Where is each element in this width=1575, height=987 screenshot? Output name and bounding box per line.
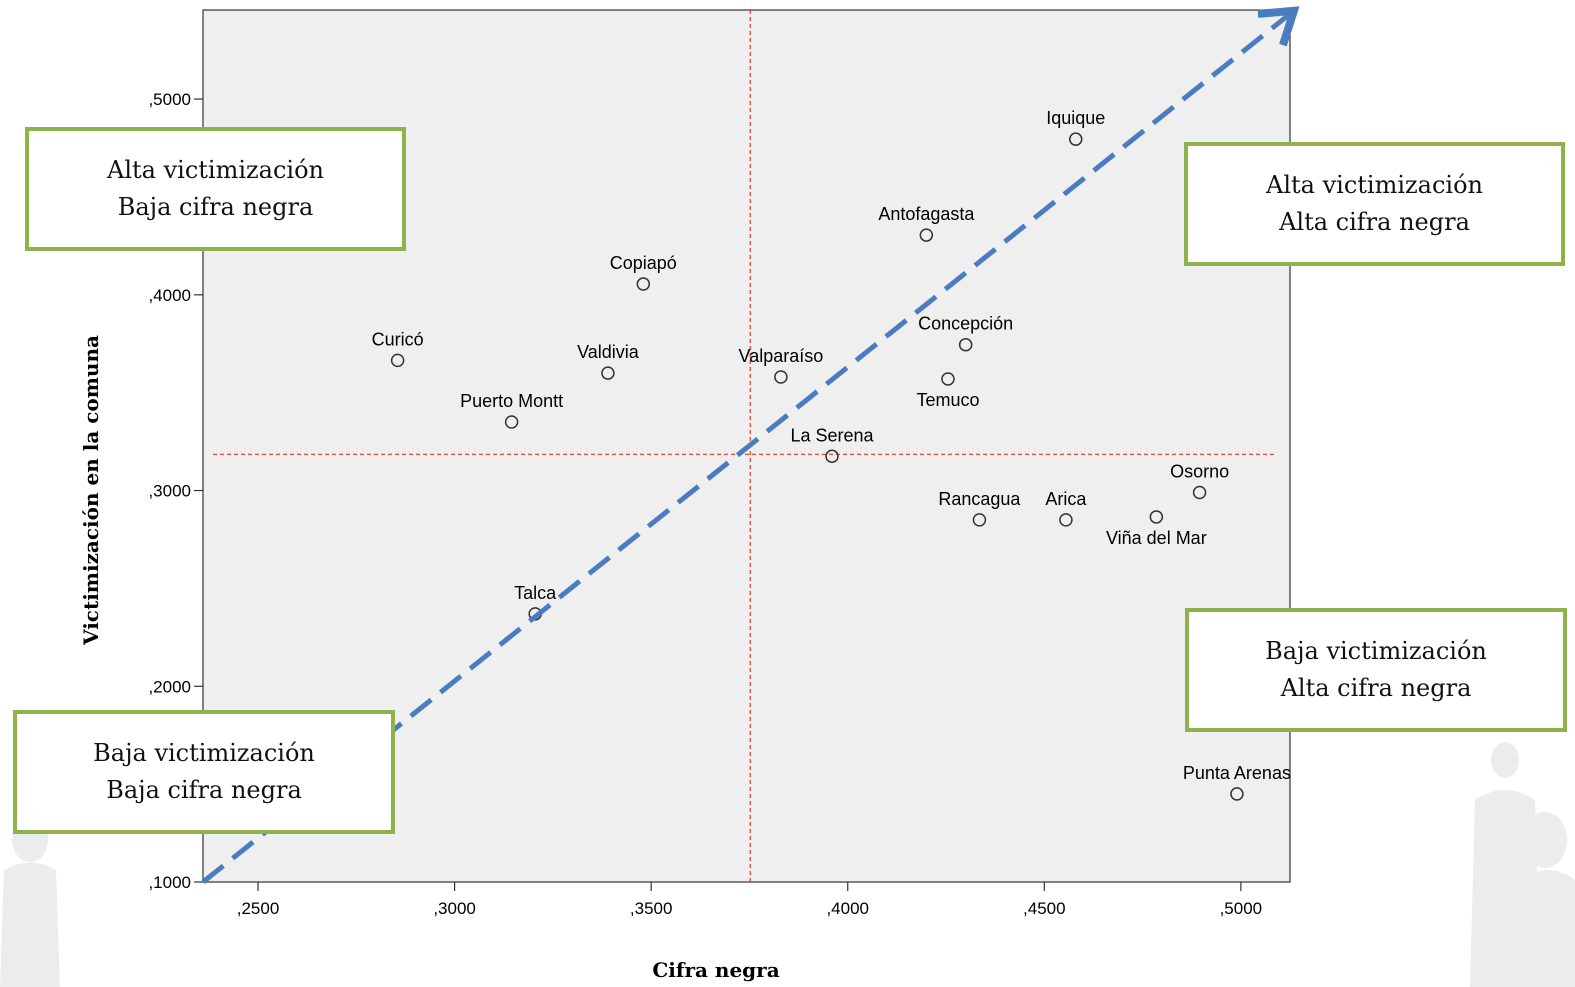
point-label: Arica — [1045, 489, 1087, 509]
point-label: Valparaíso — [739, 346, 824, 366]
x-tick-label: ,3500 — [630, 899, 673, 918]
data-point — [919, 228, 934, 242]
x-tick-label: ,4000 — [826, 899, 869, 918]
quadrant-line2: Alta cifra negra — [1279, 208, 1470, 236]
quadrant-box-bottom-right: Baja victimización Alta cifra negra — [1185, 608, 1567, 732]
point-label: Osorno — [1170, 461, 1229, 481]
point-label: La Serena — [790, 425, 874, 445]
point-label: Concepción — [918, 314, 1013, 334]
point-label: Talca — [514, 583, 557, 603]
point-label: Viña del Mar — [1106, 528, 1207, 548]
quadrant-line2: Alta cifra negra — [1280, 674, 1472, 702]
data-points: Iquique Antofagasta Copiapó Concepción Curic… — [372, 108, 1291, 801]
axis-ticks: ,1000 ,2000 ,3000 ,4000 ,5000 ,2500 ,3000 ,3500… — [148, 90, 1262, 918]
y-tick-label: ,4000 — [148, 286, 191, 305]
quadrant-box-top-left: Alta victimización Baja cifra negra — [25, 127, 406, 251]
quadrant-line2: Baja cifra negra — [117, 193, 314, 221]
point-label: Copiapó — [610, 253, 677, 273]
quadrant-line1: Baja victimización — [1265, 637, 1487, 665]
x-tick-label: ,3000 — [433, 899, 476, 918]
x-tick-label: ,5000 — [1220, 899, 1263, 918]
quadrant-line1: Alta victimización — [107, 156, 324, 184]
quadrant-box-bottom-left: Baja victimización Baja cifra negra — [13, 710, 395, 834]
background-silhouettes — [0, 742, 1575, 987]
point-label: Curicó — [372, 329, 424, 349]
point-label: Punta Arenas — [1183, 763, 1291, 783]
x-tick-label: ,2500 — [237, 899, 280, 918]
point-label: Valdivia — [577, 342, 640, 362]
data-point — [390, 353, 405, 368]
point-label: Puerto Montt — [460, 391, 563, 411]
data-point — [1230, 787, 1244, 801]
data-point — [958, 337, 973, 352]
data-point — [972, 513, 987, 527]
data-point — [1149, 510, 1164, 524]
point-label: Temuco — [916, 390, 979, 410]
data-point — [941, 372, 955, 386]
data-point — [1068, 132, 1083, 146]
data-point — [1192, 485, 1207, 500]
data-point — [825, 449, 839, 464]
y-axis-title: Victimización en la comuna — [79, 335, 103, 646]
y-tick-label: ,3000 — [148, 482, 191, 501]
data-point — [774, 370, 788, 384]
data-point — [636, 277, 651, 291]
quadrant-line2: Baja cifra negra — [106, 776, 302, 804]
quadrant-line1: Alta victimización — [1266, 171, 1483, 199]
point-label: Iquique — [1046, 108, 1105, 128]
data-point — [601, 366, 615, 380]
point-label: Rancagua — [938, 489, 1021, 509]
x-axis-title: Cifra negra — [652, 958, 779, 982]
y-tick-label: ,5000 — [148, 90, 191, 109]
x-tick-label: ,4500 — [1023, 899, 1066, 918]
data-point — [504, 415, 519, 429]
quadrant-box-top-right: Alta victimización Alta cifra negra — [1184, 142, 1565, 266]
data-point — [1059, 513, 1073, 527]
point-label: Antofagasta — [878, 204, 975, 224]
quadrant-line1: Baja victimización — [93, 739, 315, 767]
y-tick-label: ,2000 — [148, 677, 191, 696]
y-tick-label: ,1000 — [148, 873, 191, 892]
